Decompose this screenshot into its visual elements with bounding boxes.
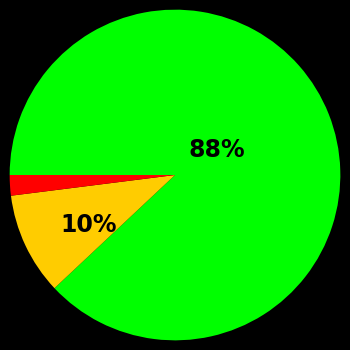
Text: 88%: 88% bbox=[188, 138, 245, 162]
Wedge shape bbox=[11, 175, 175, 288]
Wedge shape bbox=[10, 10, 340, 340]
Text: 10%: 10% bbox=[61, 212, 117, 237]
Wedge shape bbox=[10, 175, 175, 196]
